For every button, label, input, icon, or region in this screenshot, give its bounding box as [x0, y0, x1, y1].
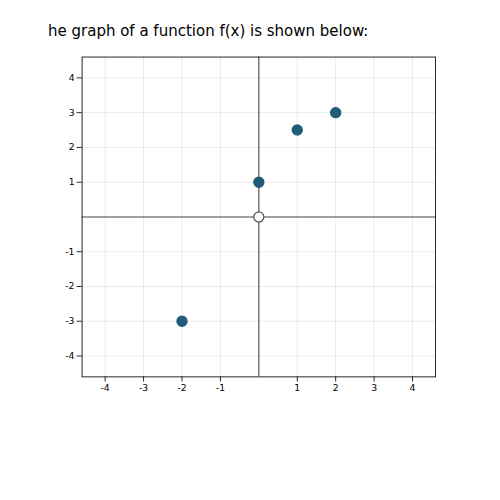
svg-text:3: 3: [69, 107, 75, 118]
svg-text:2: 2: [69, 141, 75, 152]
svg-text:3: 3: [371, 382, 377, 393]
svg-text:-1: -1: [65, 246, 74, 257]
svg-text:-2: -2: [65, 280, 74, 291]
html-text:he graph of a function f(x) is: he graph of a function f(x) is shown bel…: [48, 22, 369, 40]
svg-text:2: 2: [333, 382, 339, 393]
svg-text:1: 1: [294, 382, 300, 393]
svg-text:-4: -4: [101, 382, 110, 393]
svg-text:-2: -2: [177, 382, 186, 393]
svg-text:1: 1: [69, 176, 75, 187]
svg-text:-4: -4: [65, 350, 74, 361]
svg-text:-3: -3: [65, 315, 74, 326]
svg-text:4: 4: [410, 382, 416, 393]
svg-text:-1: -1: [216, 382, 225, 393]
svg-text:-3: -3: [139, 382, 148, 393]
svg-text:4: 4: [69, 72, 75, 83]
